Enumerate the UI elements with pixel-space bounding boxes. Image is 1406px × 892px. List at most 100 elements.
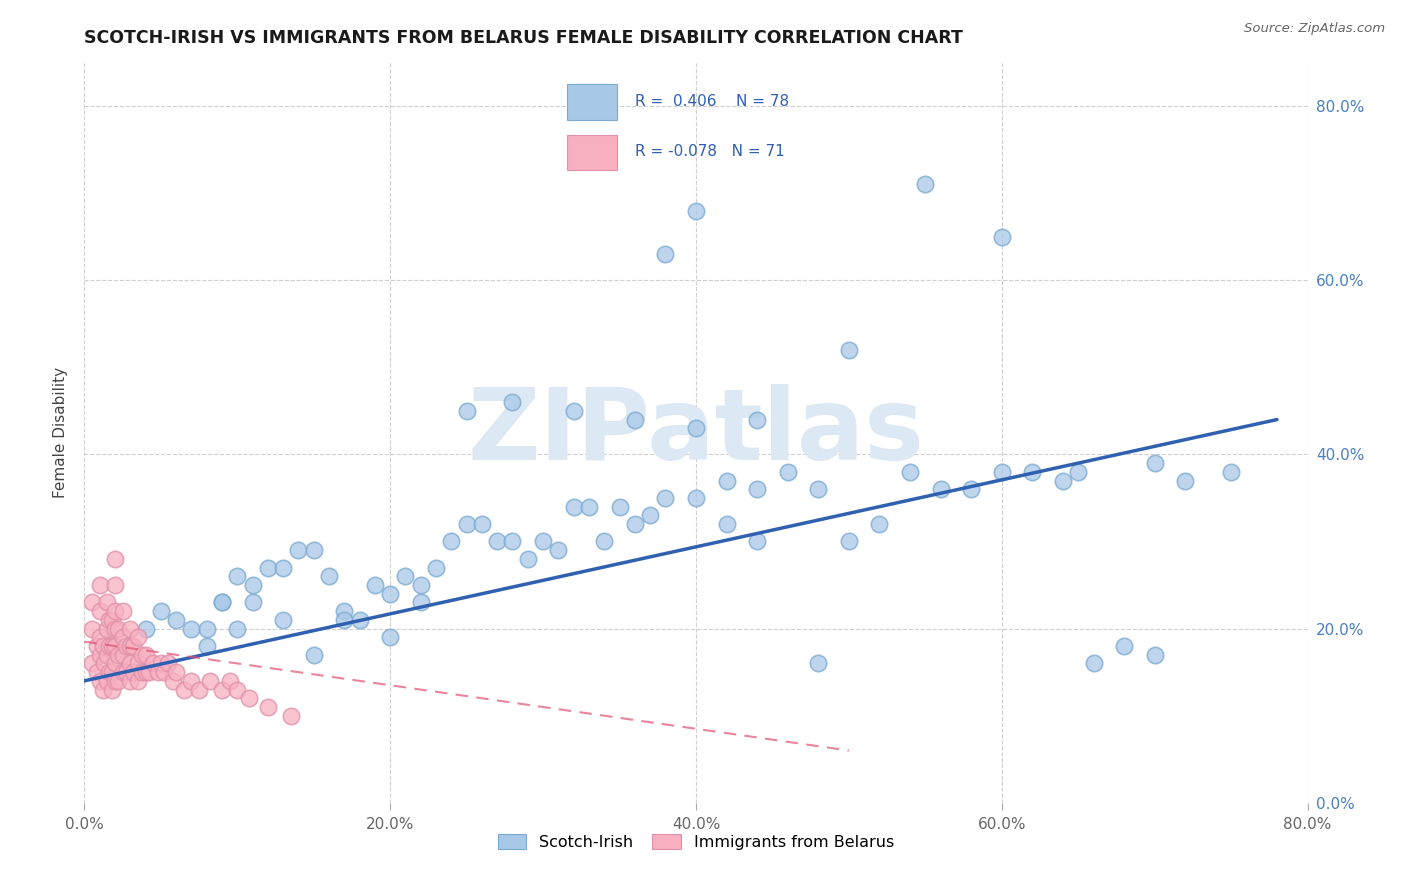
Point [86, 639, 108, 653]
Point [104, 622, 127, 636]
Point [287, 543, 309, 558]
Point [271, 560, 294, 574]
Point [104, 657, 127, 671]
Point [685, 203, 707, 218]
Point [333, 604, 356, 618]
Point [991, 465, 1014, 479]
Point [96, 595, 118, 609]
Point [89, 578, 111, 592]
Point [226, 622, 249, 636]
Point [114, 639, 136, 653]
Point [107, 673, 129, 688]
Point [211, 595, 233, 609]
Point [104, 639, 127, 653]
Point [1114, 639, 1136, 653]
Point [127, 630, 149, 644]
Point [578, 500, 600, 514]
Point [153, 665, 176, 680]
Point [96, 673, 118, 688]
Point [471, 517, 494, 532]
Point [111, 630, 134, 644]
Point [107, 648, 129, 662]
Point [716, 517, 738, 532]
Point [127, 657, 149, 671]
Point [101, 639, 124, 653]
Point [747, 534, 769, 549]
Point [120, 639, 142, 653]
Point [547, 543, 569, 558]
Point [188, 682, 211, 697]
Point [776, 465, 799, 479]
Point [562, 500, 585, 514]
Point [1067, 465, 1090, 479]
Point [349, 613, 371, 627]
Point [101, 613, 124, 627]
Point [80, 657, 103, 671]
Point [838, 343, 860, 357]
Point [638, 508, 661, 523]
Point [165, 613, 187, 627]
Legend: Scotch-Irish, Immigrants from Belarus: Scotch-Irish, Immigrants from Belarus [489, 826, 903, 858]
Point [502, 534, 524, 549]
Point [609, 500, 631, 514]
Point [516, 552, 538, 566]
Point [96, 622, 118, 636]
Point [218, 673, 240, 688]
Point [80, 622, 103, 636]
Point [960, 482, 983, 496]
Point [1143, 456, 1166, 470]
Point [380, 587, 402, 601]
Point [807, 657, 830, 671]
Point [131, 648, 153, 662]
Point [149, 604, 172, 618]
Point [1143, 648, 1166, 662]
Point [86, 665, 108, 680]
Point [562, 404, 585, 418]
Point [180, 673, 202, 688]
Point [394, 569, 416, 583]
Point [624, 517, 647, 532]
Text: ZIPatlas: ZIPatlas [468, 384, 924, 481]
Point [93, 657, 115, 671]
Text: Source: ZipAtlas.com: Source: ZipAtlas.com [1244, 22, 1385, 36]
Point [226, 569, 249, 583]
Point [89, 604, 111, 618]
Point [502, 395, 524, 409]
Point [89, 673, 111, 688]
Point [104, 673, 127, 688]
Point [409, 578, 432, 592]
Point [654, 247, 676, 261]
Point [242, 578, 264, 592]
Point [211, 595, 233, 609]
Point [1052, 474, 1074, 488]
Point [271, 613, 294, 627]
Point [195, 639, 218, 653]
Point [91, 682, 114, 697]
Point [131, 665, 153, 680]
Text: SCOTCH-IRISH VS IMMIGRANTS FROM BELARUS FEMALE DISABILITY CORRELATION CHART: SCOTCH-IRISH VS IMMIGRANTS FROM BELARUS … [84, 29, 963, 47]
Point [122, 639, 145, 653]
Point [914, 178, 936, 192]
Point [440, 534, 463, 549]
Point [807, 482, 830, 496]
Point [685, 491, 707, 505]
Point [1021, 465, 1043, 479]
Point [456, 517, 478, 532]
Point [114, 665, 136, 680]
Point [195, 622, 218, 636]
Point [531, 534, 554, 549]
Point [747, 412, 769, 426]
Point [333, 613, 356, 627]
Point [157, 657, 180, 671]
Point [226, 682, 249, 697]
Point [1220, 465, 1243, 479]
Point [302, 543, 325, 558]
Point [593, 534, 616, 549]
Point [318, 569, 340, 583]
Point [364, 578, 387, 592]
Point [242, 595, 264, 609]
Point [991, 229, 1014, 244]
Point [135, 665, 157, 680]
Point [101, 665, 124, 680]
Point [456, 404, 478, 418]
